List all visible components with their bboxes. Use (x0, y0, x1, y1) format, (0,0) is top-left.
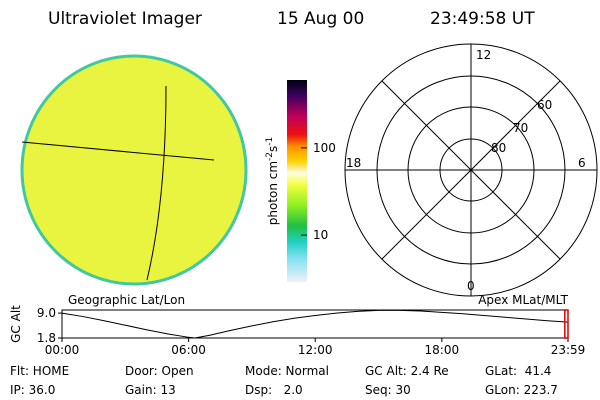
lat-label: 60 (537, 98, 552, 112)
x-tick-label: 23:59 (551, 343, 586, 357)
y-axis-label: GC Alt (9, 305, 23, 343)
plot-title-left: Geographic Lat/Lon (68, 293, 185, 307)
plot-title-right: Apex MLat/MLT (478, 293, 568, 307)
earth-image (20, 54, 248, 286)
y-tick-label: 9.0 (37, 306, 56, 320)
colorbar (287, 80, 307, 282)
mlt-label: 6 (578, 156, 586, 170)
info-field: IP: 36.0 (10, 383, 55, 397)
date: 15 Aug 00 (277, 9, 364, 29)
earth-disk (20, 54, 248, 286)
plot-frame (61, 309, 569, 339)
colorbar-label: photon cm-2s-1 (265, 137, 280, 226)
y-tick-label: 1.8 (37, 331, 56, 345)
lat-label: 70 (513, 121, 528, 135)
info-field: Seq: 30 (365, 383, 411, 397)
colorbar-tick-label: 10 (313, 228, 328, 242)
info-field: Flt: HOME (10, 364, 69, 378)
x-tick-label: 00:00 (45, 343, 80, 357)
info-field: Gain: 13 (125, 383, 176, 397)
altitude-line (61, 309, 569, 339)
info-field: GLon: 223.7 (485, 383, 558, 397)
mlt-label: 0 (467, 279, 475, 293)
graticule (21, 141, 215, 161)
info-field: GC Alt: 2.4 Re (365, 364, 449, 378)
info-field: Dsp: 2.0 (245, 383, 303, 397)
x-tick-label: 12:00 (298, 343, 333, 357)
polar-grid (344, 43, 598, 297)
time-marker (564, 309, 569, 339)
info-field: Door: Open (125, 364, 194, 378)
x-tick-label: 06:00 (171, 343, 206, 357)
info-field: Mode: Normal (245, 364, 329, 378)
lat-label: 80 (491, 141, 506, 155)
mlt-label: 12 (476, 48, 491, 62)
graticule (146, 85, 167, 281)
time: 23:49:58 UT (430, 9, 535, 29)
colorbar-tick-label: 100 (313, 141, 336, 155)
mlt-label: 18 (346, 156, 361, 170)
x-tick-label: 18:00 (425, 343, 460, 357)
title: Ultraviolet Imager (48, 9, 202, 29)
info-field: GLat: 41.4 (485, 364, 551, 378)
